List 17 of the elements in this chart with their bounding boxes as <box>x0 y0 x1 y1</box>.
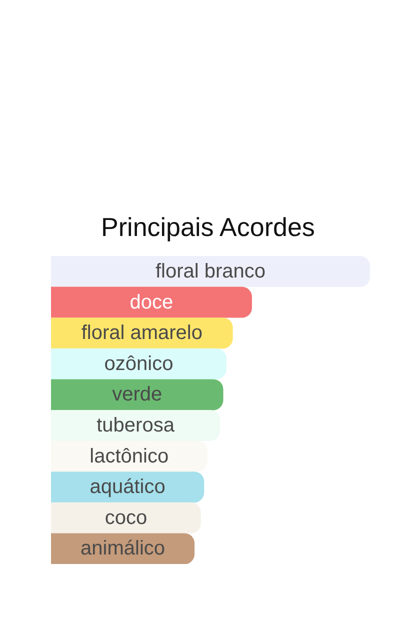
y-tick-label: doce <box>130 291 174 314</box>
y-tick-label: aquático <box>90 476 166 498</box>
bar <box>51 502 201 534</box>
y-tick-label: coco <box>104 506 148 529</box>
y-tick-label: verde <box>112 384 162 406</box>
y-tick-label: floral amarelo <box>81 322 202 344</box>
bar <box>51 379 224 410</box>
bar <box>51 472 204 503</box>
bar <box>51 286 252 318</box>
chart-title: Principais Acordes <box>100 211 316 243</box>
y-tick-label: tuberosa <box>96 414 176 436</box>
y-tick-label: floral branco <box>155 260 266 282</box>
y-tick-label: ozônico <box>104 352 174 375</box>
y-tick-label: lactônico <box>90 445 169 468</box>
y-tick-label: animálico <box>80 538 166 560</box>
bar <box>51 348 226 380</box>
bar <box>51 256 370 287</box>
